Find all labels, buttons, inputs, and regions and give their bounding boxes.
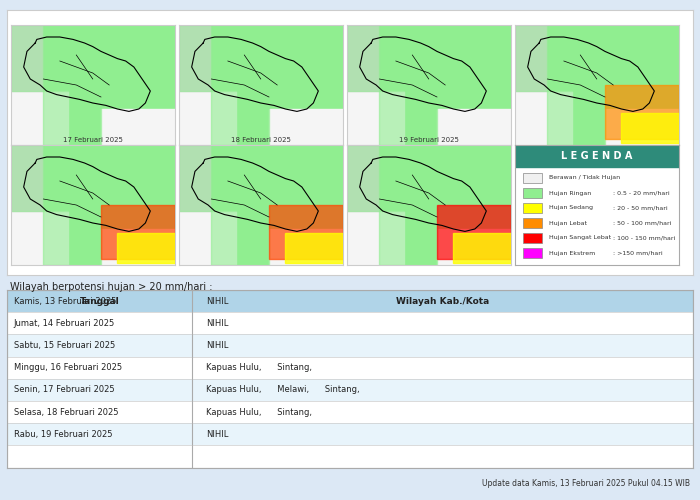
Bar (101, 109, 175, 145)
Bar (286, 232, 343, 262)
Text: NIHIL: NIHIL (206, 341, 228, 350)
Text: Update data Kamis, 13 Februari 2025 Pukul 04.15 WIB: Update data Kamis, 13 Februari 2025 Puku… (482, 478, 690, 488)
Bar (118, 232, 175, 262)
Text: Selasa, 18 Februari 2025: Selasa, 18 Februari 2025 (14, 408, 118, 416)
Bar (523, 188, 542, 198)
Bar (346, 211, 404, 265)
Text: Jumat, 14 Februari 2025: Jumat, 14 Februari 2025 (14, 319, 115, 328)
Bar (43, 25, 101, 145)
Bar (211, 25, 269, 145)
Bar (379, 145, 437, 265)
Text: Kamis, 13 Februari 2025: Kamis, 13 Februari 2025 (14, 296, 116, 306)
Bar (178, 211, 236, 265)
Bar (346, 145, 379, 211)
Bar (269, 109, 343, 145)
Text: Kapuas Hulu,      Sintang,: Kapuas Hulu, Sintang, (206, 363, 312, 372)
Bar (547, 25, 605, 145)
Bar (10, 145, 142, 211)
Bar (346, 145, 478, 211)
Bar (437, 229, 511, 265)
Bar (7, 401, 693, 423)
Bar (101, 205, 175, 259)
Bar (379, 25, 437, 145)
Text: Hujan Ringan: Hujan Ringan (549, 190, 592, 196)
Text: : 0.5 - 20 mm/hari: : 0.5 - 20 mm/hari (613, 190, 670, 196)
Bar (269, 229, 343, 265)
Text: Sabtu, 15 Februari 2025: Sabtu, 15 Februari 2025 (14, 341, 115, 350)
Bar (178, 91, 236, 145)
Bar (269, 205, 343, 259)
Bar (10, 25, 142, 91)
Bar (7, 379, 693, 401)
Text: NIHIL: NIHIL (206, 430, 228, 438)
Bar (622, 112, 679, 142)
Bar (7, 334, 693, 356)
Text: : 50 - 100 mm/hari: : 50 - 100 mm/hari (613, 220, 671, 226)
Bar (523, 202, 542, 213)
Bar (514, 25, 547, 91)
Text: L E G E N D A: L E G E N D A (561, 151, 632, 161)
Bar (7, 312, 693, 334)
Text: Berawan / Tidak Hujan: Berawan / Tidak Hujan (549, 176, 620, 180)
Text: Hujan Ekstrem: Hujan Ekstrem (549, 250, 595, 256)
Text: : 100 - 150 mm/hari: : 100 - 150 mm/hari (613, 236, 676, 240)
Text: Kapuas Hulu,      Melawi,      Sintang,: Kapuas Hulu, Melawi, Sintang, (206, 386, 360, 394)
Text: Wilayah berpotensi hujan > 20 mm/hari :: Wilayah berpotensi hujan > 20 mm/hari : (10, 282, 213, 292)
Bar (178, 145, 310, 211)
Title: 18 Februari 2025: 18 Februari 2025 (231, 137, 290, 143)
Bar (523, 172, 542, 184)
Bar (605, 109, 679, 145)
Bar (514, 145, 679, 167)
Text: Rabu, 19 Februari 2025: Rabu, 19 Februari 2025 (14, 430, 113, 438)
Bar (7, 356, 693, 379)
Bar (10, 25, 43, 91)
Text: Hujan Sedang: Hujan Sedang (549, 206, 593, 210)
Bar (346, 91, 404, 145)
Bar (211, 145, 269, 265)
Title: 19 Februari 2025: 19 Februari 2025 (399, 137, 458, 143)
Text: Hujan Sangat Lebat: Hujan Sangat Lebat (549, 236, 611, 240)
Bar (605, 85, 679, 139)
Bar (437, 109, 511, 145)
Bar (101, 229, 175, 265)
Bar (437, 205, 511, 259)
Bar (10, 91, 68, 145)
Bar (7, 290, 693, 312)
Bar (178, 25, 211, 91)
Text: NIHIL: NIHIL (206, 296, 228, 306)
Bar (10, 211, 68, 265)
Bar (10, 145, 43, 211)
Bar (346, 25, 478, 91)
Text: : >150 mm/hari: : >150 mm/hari (613, 250, 663, 256)
Text: : 20 - 50 mm/hari: : 20 - 50 mm/hari (613, 206, 668, 210)
Text: Wilayah Kab./Kota: Wilayah Kab./Kota (396, 296, 489, 306)
Bar (178, 25, 310, 91)
Bar (7, 290, 693, 312)
Bar (178, 145, 211, 211)
Text: Tanggal: Tanggal (80, 296, 120, 306)
Bar (7, 423, 693, 446)
Bar (346, 25, 379, 91)
Bar (523, 232, 542, 243)
Text: Senin, 17 Februari 2025: Senin, 17 Februari 2025 (14, 386, 115, 394)
Title: 17 Februari 2025: 17 Februari 2025 (63, 137, 122, 143)
Text: Kapuas Hulu,      Sintang,: Kapuas Hulu, Sintang, (206, 408, 312, 416)
Text: Minggu, 16 Februari 2025: Minggu, 16 Februari 2025 (14, 363, 122, 372)
Text: NIHIL: NIHIL (206, 319, 228, 328)
Bar (43, 145, 101, 265)
Bar (523, 248, 542, 258)
Bar (514, 91, 572, 145)
Bar (514, 25, 646, 91)
Text: Hujan Lebat: Hujan Lebat (549, 220, 587, 226)
Bar (454, 232, 511, 262)
Bar (523, 218, 542, 228)
